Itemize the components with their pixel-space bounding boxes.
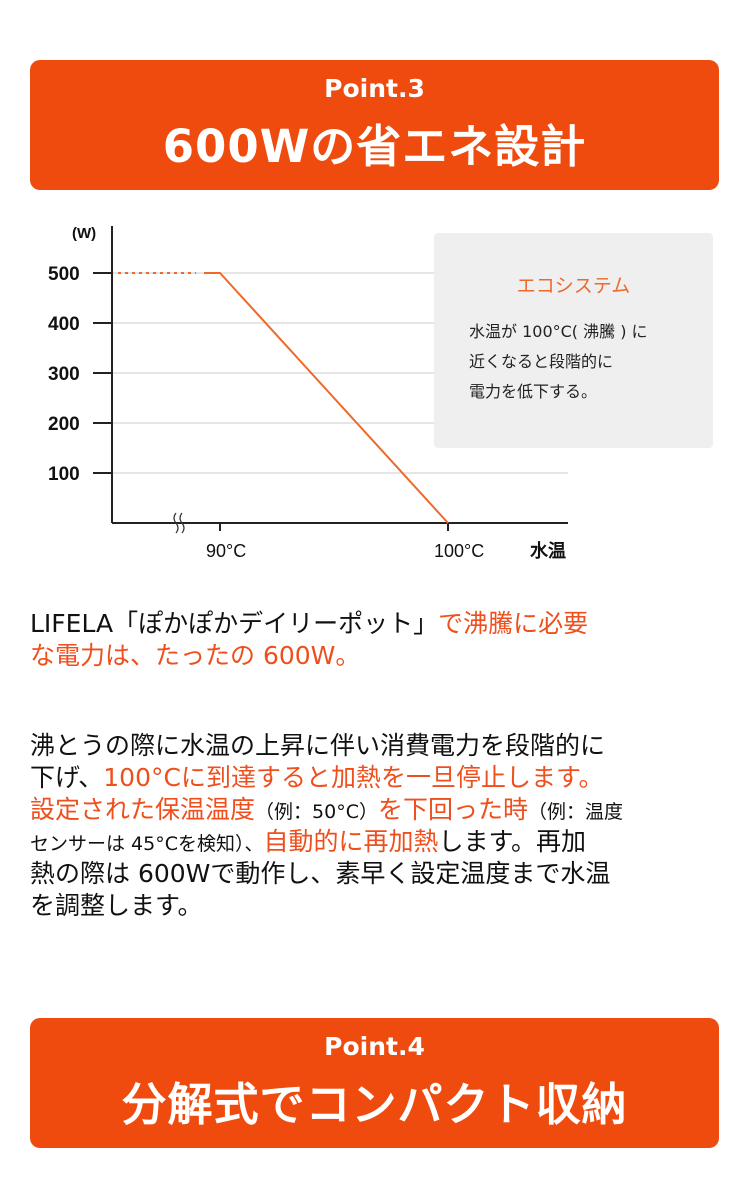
y-axis-label: (W) (72, 225, 96, 242)
text-line: センサーは 45°Cを検知）、自動的に再加熱します。再加 (30, 826, 730, 858)
text-span: 沸とうの際に水温の上昇に伴い消費電力を段階的に (30, 731, 606, 760)
note-line: 電力を低下する。 (469, 382, 598, 401)
text-line: を調整します。 (30, 890, 730, 922)
text-line: LIFELA「ぽかぽかデイリーポット」で沸騰に必要 (30, 608, 730, 640)
point-label: Point.3 (324, 74, 425, 103)
text-line: 熱の際は 600Wで動作し、素早く設定温度まで水温 (30, 858, 730, 890)
detail-text: 沸とうの際に水温の上昇に伴い消費電力を段階的に 下げ、100°Cに到達すると加熱を… (30, 730, 730, 922)
text-span: します。再加 (438, 827, 587, 856)
axis-break-icon (173, 512, 185, 534)
y-tick-label: 500 (48, 264, 80, 285)
note-title: エコシステム (516, 275, 631, 297)
text-span: （例：温度 (527, 801, 623, 823)
text-line: 下げ、100°Cに到達すると加熱を一旦停止します。 (30, 762, 730, 794)
x-tick-label: 100°C (434, 541, 484, 561)
note-line: 近くなると段階的に (469, 352, 614, 371)
point-label: Point.4 (324, 1032, 425, 1061)
highlight-text: な電力は、たったの 600W。 (30, 641, 361, 670)
x-tick-label: 90°C (206, 541, 246, 561)
note-body: 水温が 100°C( 沸騰 ) に 近くなると段階的に 電力を低下する。 (469, 317, 648, 407)
highlight-text: 100°Cに到達すると加熱を一旦停止します。 (103, 763, 604, 792)
point3-banner: Point.3 600Wの省エネ設計 (30, 60, 719, 190)
series-line (204, 272, 449, 524)
highlight-text: で沸騰に必要 (438, 609, 589, 638)
text-line: 設定された保温温度（例：50°C）を下回った時（例：温度 (30, 794, 730, 826)
text-line: 沸とうの際に水温の上昇に伴い消費電力を段階的に (30, 730, 730, 762)
text-line: な電力は、たったの 600W。 (30, 640, 730, 672)
highlight-text: 自動的に再加熱 (263, 827, 439, 856)
note-line: 水温が 100°C( 沸騰 ) に (469, 322, 648, 341)
text-span: 熱の際は 600Wで動作し、素早く設定温度まで水温 (30, 859, 611, 888)
section-title: 分解式でコンパクト収納 (121, 1078, 628, 1131)
intro-text: LIFELA「ぽかぽかデイリーポット」で沸騰に必要 な電力は、たったの 600W。 (30, 608, 730, 672)
text-span: 下げ、 (30, 763, 104, 792)
section-title: 600Wの省エネ設計 (162, 120, 587, 173)
power-chart: 500 400 300 200 100 (W) 90°C 100°C 水温 (48, 225, 568, 562)
y-tick-label: 100 (48, 464, 80, 485)
y-tick-label: 300 (48, 364, 80, 385)
y-tick-label: 200 (48, 414, 80, 435)
text-span: を調整します。 (30, 891, 203, 920)
highlight-text: 設定された保温温度 (30, 795, 256, 824)
eco-system-note: エコシステム 水温が 100°C( 沸騰 ) に 近くなると段階的に 電力を低下… (434, 233, 713, 448)
text-span: LIFELA「ぽかぽかデイリーポット」 (30, 609, 439, 638)
highlight-text: を下回った時 (377, 795, 528, 824)
text-span: センサーは 45°Cを検知）、 (30, 833, 264, 855)
text-span: （例：50°C） (255, 801, 378, 823)
x-axis-label: 水温 (530, 540, 566, 562)
y-tick-label: 400 (48, 314, 80, 335)
point4-banner: Point.4 分解式でコンパクト収納 (30, 1018, 719, 1148)
